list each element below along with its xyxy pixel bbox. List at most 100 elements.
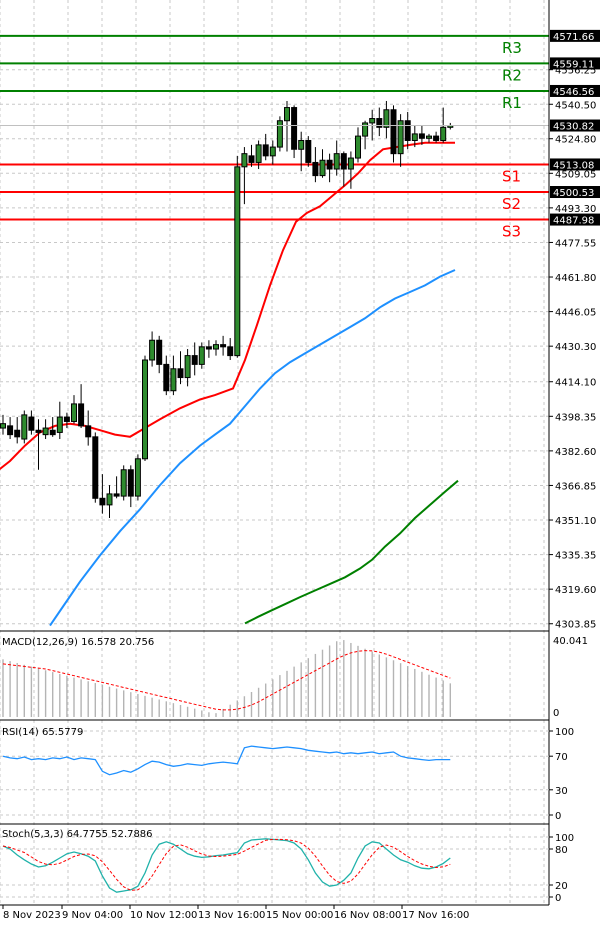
y-tick-label: 4509.05	[555, 169, 596, 180]
y-tick-label: 4303.85	[555, 620, 596, 631]
macd-histogram	[2, 640, 451, 717]
level-label-s1: S1	[502, 167, 521, 185]
candle-down	[227, 346, 234, 357]
candle-down	[390, 109, 397, 155]
candle-down	[127, 469, 134, 497]
level-price-label: 4546.56	[553, 87, 594, 98]
rsi-tick-label: 100	[555, 727, 574, 738]
candle-up	[426, 135, 432, 139]
candle-up	[42, 427, 49, 436]
level-label-r1: R1	[502, 94, 522, 112]
candle-down	[262, 144, 269, 157]
candle-up	[333, 153, 340, 170]
level-label-r3: R3	[502, 39, 522, 57]
candle-down	[99, 497, 106, 506]
y-tick-label: 4398.35	[555, 412, 596, 423]
candle-down	[28, 416, 35, 431]
candles	[0, 100, 454, 519]
macd-signal-line	[2, 650, 451, 711]
candle-up	[411, 133, 418, 141]
stoch-d-line	[2, 838, 451, 891]
candle-up	[319, 159, 326, 177]
current-price-box	[550, 119, 600, 132]
candle-down	[92, 436, 99, 499]
y-tick-label: 4335.35	[555, 551, 596, 562]
level-price-box	[550, 57, 600, 70]
x-tick-label: 9 Nov 04:00	[62, 910, 123, 921]
level-price-label: 4513.08	[553, 160, 594, 171]
candle-up	[284, 107, 290, 122]
candle-down	[326, 159, 333, 170]
level-price-box	[550, 213, 600, 226]
y-tick-label: 4414.10	[555, 378, 596, 389]
candle-up	[184, 355, 191, 379]
candle-up	[269, 146, 276, 157]
candle-up	[56, 416, 63, 433]
candle-up	[234, 166, 241, 357]
candle-down	[49, 429, 56, 436]
y-tick-label: 4351.10	[555, 516, 596, 527]
y-tick-label: 4493.30	[555, 204, 596, 215]
rsi-tick-label: 0	[555, 811, 561, 822]
level-price-box	[550, 84, 600, 97]
level-price-label: 4559.11	[553, 59, 594, 70]
y-tick-label: 4461.80	[555, 273, 596, 284]
x-tick-label: 13 Nov 16:00	[198, 910, 265, 921]
candle-down	[404, 120, 411, 141]
level-label-s2: S2	[502, 195, 521, 213]
candle-down	[312, 161, 319, 177]
candle-up	[241, 153, 248, 168]
candle-down	[191, 355, 198, 365]
y-tick-label: 4477.55	[555, 238, 596, 249]
candle-down	[35, 429, 42, 433]
level-label-r2: R2	[502, 66, 522, 84]
level-price-label: 4571.66	[553, 32, 594, 43]
y-tick-label: 4366.85	[555, 481, 596, 492]
macd-tick-bottom: 0	[553, 708, 559, 719]
stoch-tick-label: 100	[555, 833, 574, 844]
y-tick-label: 4556.25	[555, 66, 596, 77]
candle-up	[134, 458, 141, 497]
y-tick-label: 4446.05	[555, 308, 596, 319]
candle-up	[142, 359, 148, 460]
candle-up	[106, 493, 113, 506]
moving-average-blue	[49, 269, 456, 627]
x-tick-label: 10 Nov 12:00	[130, 910, 197, 921]
x-tick-label: 16 Nov 08:00	[334, 910, 401, 921]
rsi-label: RSI(14) 65.5779	[2, 727, 83, 738]
candle-up	[347, 157, 354, 170]
stoch-k-line	[2, 838, 451, 893]
x-tick-label: 8 Nov 2023	[3, 910, 61, 921]
level-price-box	[550, 29, 600, 42]
candle-down	[418, 133, 425, 139]
moving-average-red	[0, 141, 455, 471]
moving-average-green	[244, 479, 459, 625]
candle-up	[0, 423, 6, 429]
candle-down	[7, 425, 14, 436]
grid-lines	[0, 0, 549, 905]
candle-up	[355, 135, 361, 159]
candle-down	[163, 363, 170, 392]
candle-down	[376, 118, 383, 128]
candle-down	[14, 429, 21, 438]
candle-up	[149, 339, 156, 361]
candle-down	[433, 135, 440, 141]
x-tick-label: 17 Nov 16:00	[402, 910, 469, 921]
candle-up	[397, 120, 404, 155]
candle-down	[85, 425, 92, 438]
candle-up	[198, 346, 205, 365]
candle-down	[177, 368, 184, 379]
candle-down	[305, 139, 312, 163]
y-tick-label: 4319.60	[555, 585, 596, 596]
stoch-label: Stoch(5,3,3) 64.7755 52.7886	[2, 829, 153, 840]
x-tick-label: 15 Nov 00:00	[266, 910, 333, 921]
candle-down	[340, 153, 347, 170]
y-tick-label: 4524.80	[555, 135, 596, 146]
macd-label: MACD(12,26,9) 16.578 20.756	[2, 637, 154, 648]
stoch-tick-label: 20	[555, 881, 568, 892]
level-price-box	[550, 158, 600, 171]
rsi-tick-label: 70	[555, 752, 568, 763]
candle-down	[156, 339, 163, 365]
